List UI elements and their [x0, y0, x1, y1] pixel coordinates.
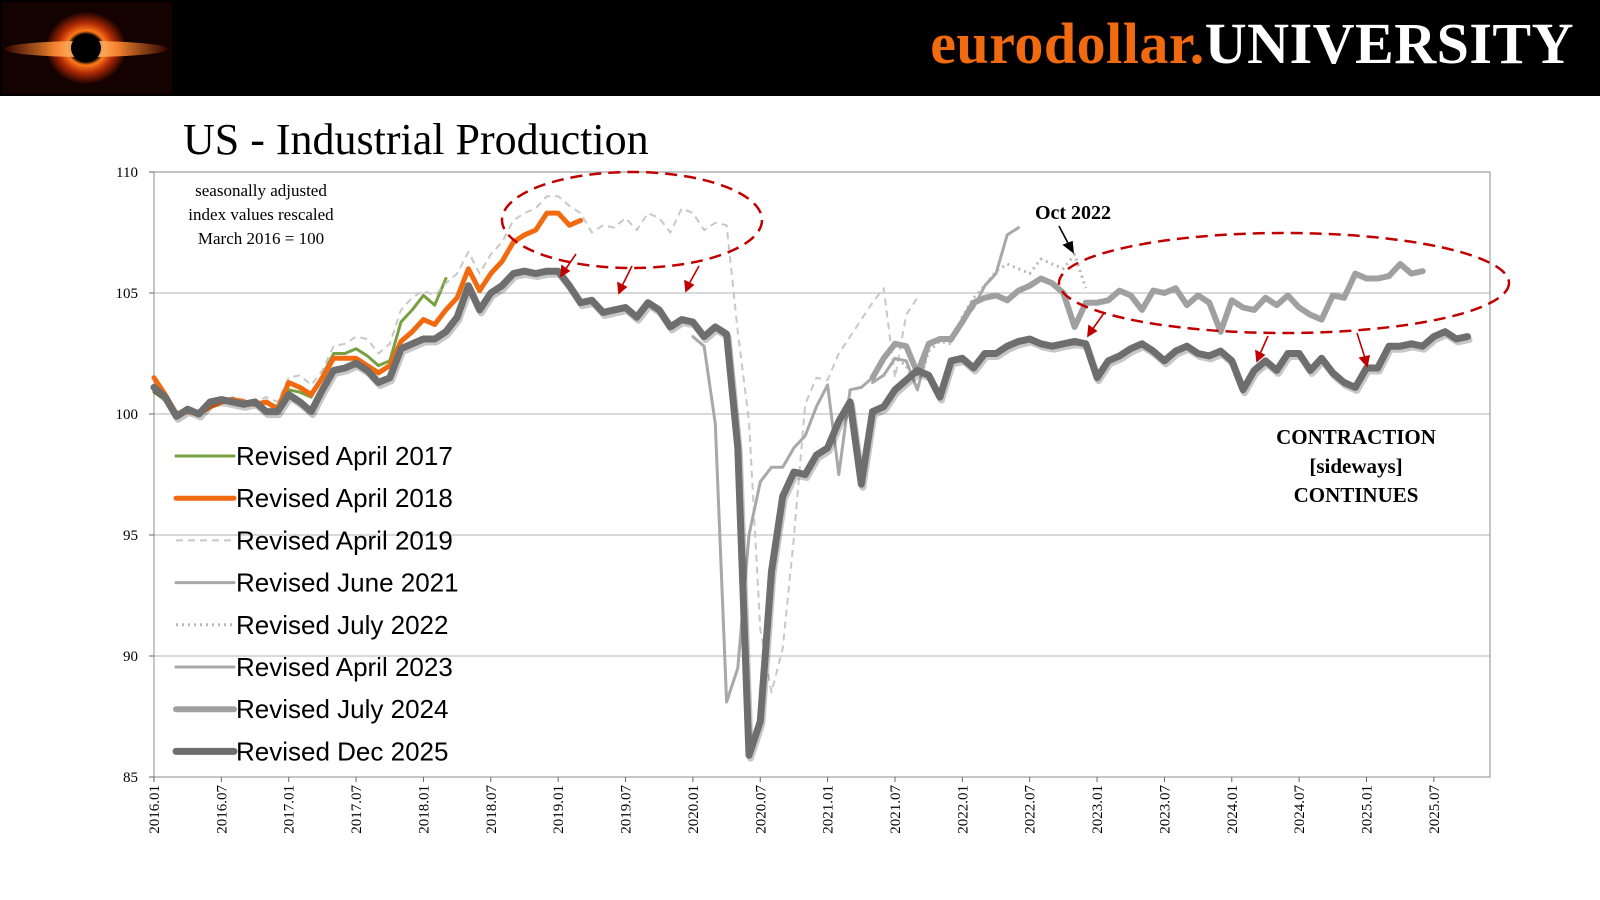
legend-label-revised-april-2019: Revised April 2019: [236, 525, 453, 555]
series-line-revised-july-2024: [869, 261, 1426, 381]
x-tick-label: 2022.07: [1023, 785, 1039, 834]
legend-label-revised-june-2021: Revised June 2021: [236, 568, 459, 598]
x-tick-label: 2016.07: [214, 785, 230, 834]
contraction-label-line-2: [sideways]: [1309, 454, 1402, 478]
chart-subtitle-line-3: March 2016 = 100: [198, 229, 324, 248]
legend: Revised April 2017 Revised April 2018 Revi…: [172, 441, 459, 766]
x-tick-label: 2017.01: [282, 785, 298, 834]
legend-label-revised-july-2022: Revised July 2022: [236, 610, 448, 640]
chart-subtitle-line-1: seasonally adjusted: [195, 181, 327, 200]
series-line-revised-dec-2025: [150, 267, 1471, 759]
oct-2022-label: Oct 2022: [1035, 202, 1111, 224]
brand-wordmark: eurodollar.UNIVERSITY: [930, 8, 1574, 80]
x-tick-label: 2023.07: [1157, 785, 1173, 834]
x-tick-label: 2018.07: [484, 785, 500, 834]
y-tick-label: 100: [116, 407, 139, 423]
series-shadow-revised-dec-2025: [152, 270, 1473, 762]
contraction-label-line-1: CONTRACTION: [1276, 425, 1436, 449]
legend-label-revised-july-2024: Revised July 2024: [236, 694, 448, 724]
header-banner: eurodollar.UNIVERSITY: [0, 0, 1600, 96]
x-tick-label: 2022.01: [955, 785, 971, 834]
chart-title: US - Industrial Production: [183, 115, 649, 164]
x-tick-label: 2025.07: [1427, 785, 1443, 834]
x-tick-label: 2021.07: [888, 785, 904, 834]
series-line-revised-july-2022: [871, 252, 1088, 392]
axes: 85 90 95 100 105 110 2016.01 2016.07 2017.01 2017…: [116, 165, 1443, 834]
series-line-revised-april-2023: [871, 226, 1020, 392]
x-tick-label: 2018.01: [416, 785, 432, 834]
highlight-ellipse-2018: [500, 170, 764, 270]
series-line-revised-june-2021: [691, 335, 874, 704]
x-tick-label: 2020.07: [753, 785, 769, 834]
y-tick-label: 90: [123, 649, 138, 665]
chart-subtitle-line-2: index values rescaled: [188, 205, 334, 224]
y-tick-label: 105: [116, 286, 139, 302]
plot-area-border: [153, 171, 1491, 778]
x-tick-label: 2020.01: [686, 785, 702, 834]
x-tick-label: 2019.01: [551, 785, 567, 834]
series-lines: [150, 195, 1473, 762]
revision-arrows: [560, 253, 1371, 368]
x-tick-label: 2025.01: [1360, 785, 1376, 834]
brand-part-university: UNIVERSITY: [1204, 11, 1574, 76]
gridlines: [154, 292, 1490, 657]
legend-label-revised-april-2018: Revised April 2018: [236, 483, 453, 513]
legend-label-revised-april-2017: Revised April 2017: [236, 441, 453, 471]
y-tick-label: 85: [123, 770, 138, 786]
black-hole-logo-icon: [2, 2, 172, 94]
y-tick-label: 110: [116, 165, 138, 181]
x-tick-label: 2019.07: [619, 785, 635, 834]
x-tick-label: 2021.01: [821, 785, 837, 834]
contraction-label-line-3: CONTINUES: [1294, 483, 1419, 507]
x-tick-label: 2024.07: [1292, 785, 1308, 834]
legend-label-revised-april-2023: Revised April 2023: [236, 652, 453, 682]
x-tick-label: 2024.01: [1225, 785, 1241, 834]
y-tick-label: 95: [123, 528, 138, 544]
series-line-revised-april-2019: [153, 195, 919, 694]
x-tick-label: 2023.01: [1090, 785, 1106, 834]
legend-label-revised-dec-2025: Revised Dec 2025: [236, 736, 448, 766]
x-tick-label: 2016.01: [147, 785, 163, 834]
x-tick-label: 2017.07: [349, 785, 365, 834]
oct-2022-arrow: [1058, 225, 1074, 254]
highlight-ellipse-2022-2025: [1057, 231, 1511, 335]
brand-part-eurodollar: eurodollar.: [930, 11, 1205, 76]
